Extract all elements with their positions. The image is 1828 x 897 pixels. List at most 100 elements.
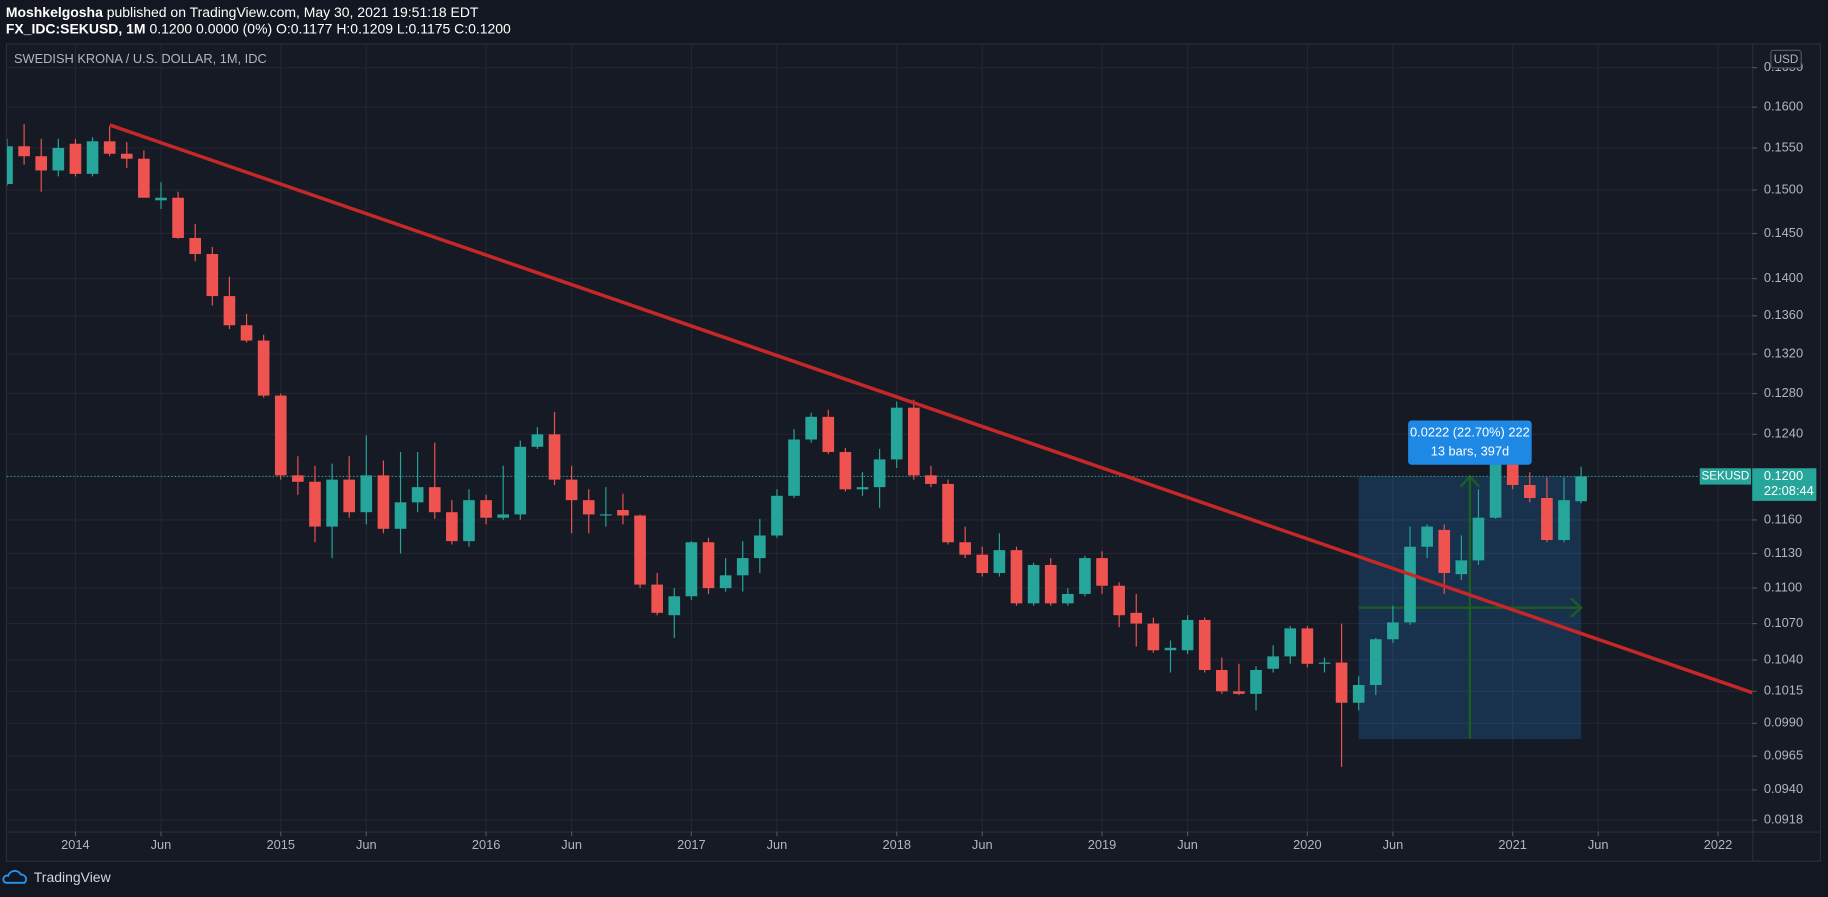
candle-body (1267, 656, 1279, 669)
candle-body (890, 407, 903, 460)
y-tick-label: 0.0940 (1764, 781, 1803, 796)
y-tick-label: 0.1600 (1764, 99, 1803, 114)
x-tick-label: 2020 (1293, 837, 1322, 852)
candle-body (1181, 619, 1194, 651)
y-tick-label: 0.1100 (1764, 579, 1802, 594)
measure-arrowhead-h (1569, 597, 1583, 618)
x-tick-label: 2017 (677, 837, 706, 852)
candle-body (1541, 497, 1553, 540)
x-tick-label: Jun (561, 837, 582, 852)
y-tick-label: 0.1450 (1764, 225, 1803, 240)
candle-body (394, 502, 407, 529)
candle-body (1387, 622, 1399, 640)
candle-body (993, 550, 1006, 574)
candle-body (18, 146, 30, 157)
candle-body (1164, 647, 1177, 651)
candle-body (6, 146, 13, 185)
candle-body (172, 197, 184, 238)
candle-body (565, 479, 578, 501)
candle-body (240, 325, 253, 341)
candle-body (189, 237, 202, 255)
x-tick-label: Jun (151, 837, 172, 852)
y-tick-label: 0.1130 (1764, 545, 1802, 560)
x-tick-label: 2015 (266, 837, 295, 852)
candle-body (292, 475, 304, 482)
y-tick-label: 0.1040 (1764, 651, 1803, 666)
candle-body (856, 487, 869, 490)
candle-body (35, 156, 48, 171)
x-tick-label: Jun (972, 837, 993, 852)
measure-label: 0.0222 (22.70%) 222 (1410, 425, 1530, 440)
candle-body (309, 481, 321, 527)
candle-body (1062, 593, 1074, 604)
candle-body (1369, 639, 1382, 686)
candle-body (1404, 546, 1416, 623)
candle-body (377, 475, 390, 529)
candle-body (343, 479, 356, 513)
candle-body (582, 500, 595, 515)
symbol: FX_IDC:SEKUSD, 1M (6, 20, 146, 36)
footer-brand: TradingView (34, 869, 112, 885)
y-tick-label: 0.1320 (1764, 345, 1803, 360)
candle-body (976, 554, 989, 574)
candle-body (1113, 585, 1125, 616)
candle-body (788, 439, 800, 496)
candle-body (1130, 612, 1143, 624)
candle-body (1233, 691, 1245, 694)
y-tick-label: 0.1070 (1764, 615, 1803, 630)
candle-body (1489, 463, 1502, 518)
candle-body (873, 459, 886, 488)
y-tick-label: 0.0918 (1764, 812, 1803, 827)
x-tick-label: 2021 (1498, 837, 1527, 852)
tradingview-logo (2, 870, 27, 884)
candle-body (822, 416, 835, 453)
candle-body (634, 515, 646, 585)
candle-body (805, 416, 817, 440)
measure-label-box (1408, 420, 1532, 465)
axes: 0.16500.16000.15500.15000.14500.14000.13… (61, 59, 1817, 852)
candle-body (531, 434, 544, 447)
candle-body (1198, 619, 1211, 670)
plot-area (6, 123, 1753, 767)
currency-label: USD (1774, 53, 1799, 66)
candle-body (497, 514, 510, 518)
candle-body (925, 475, 937, 484)
candle-body (1147, 623, 1160, 651)
candle-body (1558, 500, 1570, 540)
candle-body (69, 143, 82, 174)
candle-body (514, 446, 527, 515)
candle-body (600, 514, 612, 516)
candle-body (52, 147, 65, 171)
last-price-box (1752, 468, 1817, 501)
candle-body (548, 434, 561, 480)
candle-body (1318, 662, 1331, 664)
y-tick-label: 0.1015 (1764, 683, 1803, 698)
x-tick-label: 2016 (472, 837, 501, 852)
candle-body (463, 500, 475, 542)
candle-body (1250, 669, 1262, 694)
symbol-label-box (1699, 468, 1752, 485)
candle-body (1575, 476, 1587, 502)
candle-body (702, 542, 715, 589)
y-tick-label: 0.1500 (1764, 181, 1803, 196)
logo-icon (2, 870, 27, 884)
candle-body (1044, 564, 1057, 604)
x-tick-label: 2014 (61, 837, 90, 852)
candle-body (959, 542, 971, 555)
trendline (109, 123, 1753, 695)
candle-body (326, 479, 338, 527)
x-tick-label: Jun (767, 837, 788, 852)
x-tick-label: 2018 (882, 837, 911, 852)
candle-body (771, 495, 783, 536)
candle-body (1027, 564, 1040, 604)
candle-body (206, 254, 219, 297)
measure-sublabel: 13 bars, 397d (1431, 443, 1509, 458)
candle-body (685, 542, 698, 597)
x-tick-label: Jun (1383, 837, 1404, 852)
candle-body (617, 510, 629, 516)
candle-body (1352, 685, 1365, 703)
candle-body (411, 487, 424, 503)
candle-body (1472, 517, 1485, 561)
candle-body (1215, 669, 1228, 692)
